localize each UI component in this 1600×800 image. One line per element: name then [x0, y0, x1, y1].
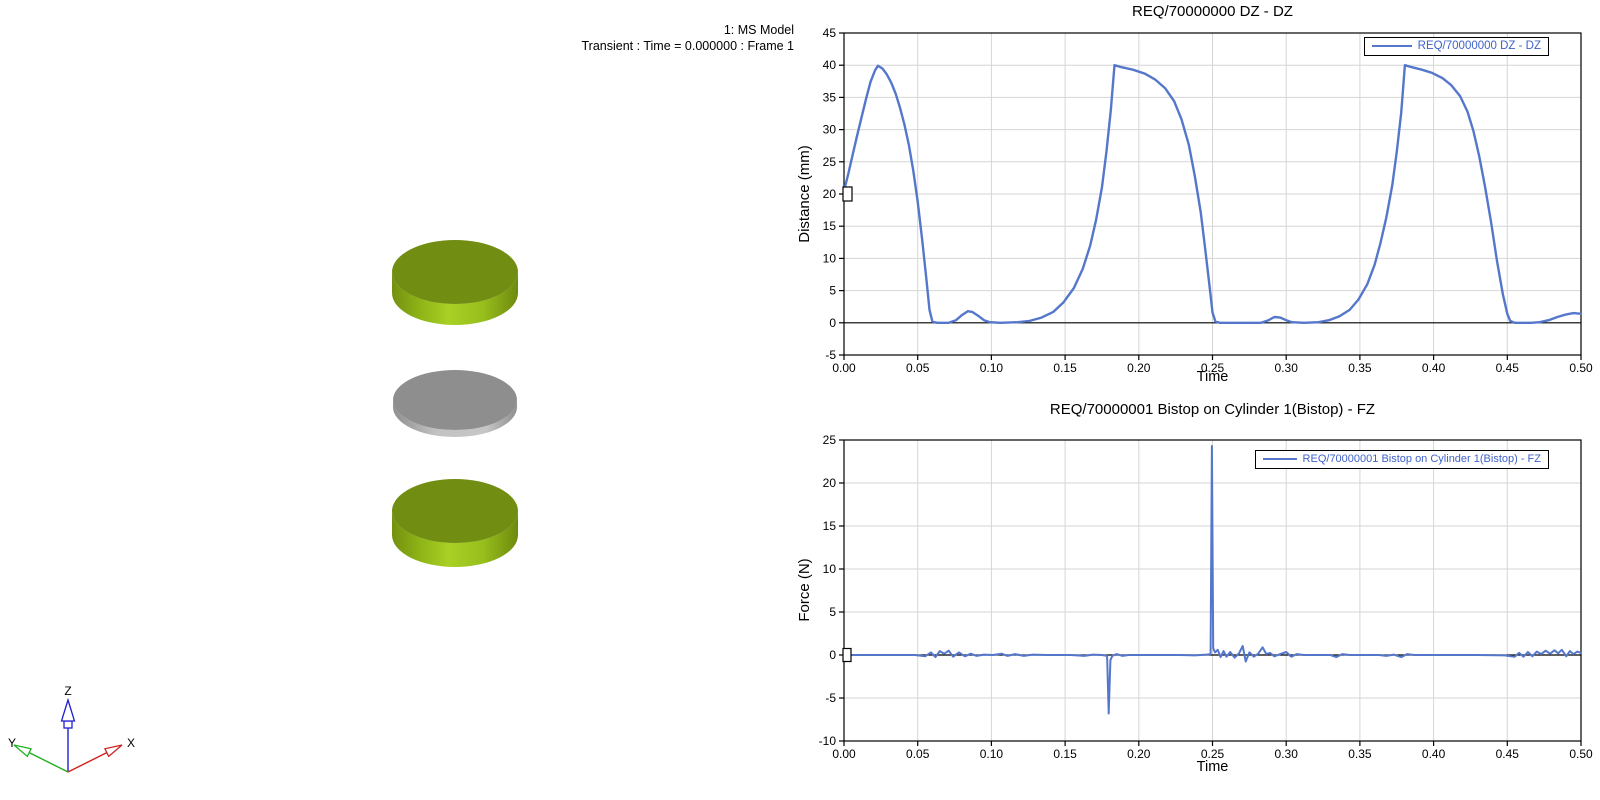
x-tick-label: 0.15: [1053, 747, 1077, 761]
y-tick-label: 15: [823, 219, 837, 233]
x-tick-label: 0.45: [1496, 747, 1520, 761]
x-tick-label: 0.30: [1275, 747, 1299, 761]
model-bodies: [392, 240, 518, 567]
x-axis-title: Time: [1196, 369, 1229, 385]
plot-area: 0.00 0.05 0.10 0.15 0.20 0.25 0.30 0.35 0.40 0.45…: [819, 433, 1593, 761]
distance-chart: REQ/70000000 DZ - DZ Distance (mm) Time …: [796, 0, 1600, 395]
y-tick-label: 10: [823, 562, 837, 576]
distance-plot-canvas[interactable]: 0.00 0.05 0.10 0.15 0.20 0.25 0.30 0.35 0.40 0.45…: [800, 0, 1600, 395]
y-tick-label: 10: [823, 251, 837, 265]
force-chart: REQ/70000001 Bistop on Cylinder 1(Bistop…: [796, 395, 1600, 800]
transient-status-label: Transient : Time = 0.000000 : Frame 1: [581, 39, 795, 53]
x-tick-label: 0.00: [832, 361, 856, 375]
y-tick-label: 45: [823, 26, 837, 40]
force-plot-canvas[interactable]: 0.00 0.05 0.10 0.15 0.20 0.25 0.30 0.35 0.40 0.45…: [800, 395, 1600, 800]
x-tick-label: 0.15: [1053, 361, 1077, 375]
x-tick-label: 0.25: [1201, 361, 1225, 375]
legend-line-sample: [1371, 44, 1412, 48]
model-name-label: 1: MS Model: [723, 23, 794, 37]
x-tick-label: 0.20: [1127, 747, 1151, 761]
y-tick-label: 0: [829, 648, 836, 662]
legend[interactable]: REQ/70000001 Bistop on Cylinder 1(Bistop…: [1254, 450, 1549, 469]
x-tick-label: 0.25: [1201, 747, 1225, 761]
legend[interactable]: REQ/70000000 DZ - DZ: [1363, 37, 1549, 56]
x-tick-label: 0.50: [1569, 361, 1593, 375]
x-tick-label: 0.40: [1422, 361, 1446, 375]
model-annotation: 1: MS Model Transient : Time = 0.000000 …: [582, 22, 795, 54]
x-tick-label: 0.20: [1127, 361, 1151, 375]
orientation-triad: Z X Y: [8, 684, 135, 773]
y-axis-label: Y: [8, 736, 16, 750]
y-tick-label: 35: [823, 90, 837, 104]
plot-border: [843, 439, 1582, 742]
z-axis-label: Z: [64, 684, 71, 698]
plot-area: 0.00 0.05 0.10 0.15 0.20 0.25 0.30 0.35 0.40 0.45…: [823, 26, 1593, 375]
y-tick-label: -5: [825, 691, 836, 705]
chart-title: REQ/70000000 DZ - DZ: [1132, 3, 1293, 20]
x-tick-label: 0.10: [980, 747, 1004, 761]
plot-panel: REQ/70000000 DZ - DZ Distance (mm) Time …: [796, 0, 1600, 800]
x-tick-label: 0.05: [906, 361, 930, 375]
y-tick-label: 25: [823, 433, 837, 447]
x-axis-label: X: [127, 736, 135, 750]
data-curve[interactable]: [843, 445, 1582, 715]
x-tick-label: 0.35: [1348, 361, 1372, 375]
legend-line-sample: [1262, 457, 1297, 461]
start-marker: [842, 186, 853, 202]
start-marker: [842, 647, 852, 663]
x-tick-label: 0.50: [1569, 747, 1593, 761]
x-axis-arrow: X: [67, 736, 135, 773]
middle-disk[interactable]: [393, 370, 517, 437]
data-curve[interactable]: [842, 63, 1583, 324]
chart-title: REQ/70000001 Bistop on Cylinder 1(Bistop…: [1049, 401, 1376, 418]
x-tick-label: 0.10: [980, 361, 1004, 375]
y-tick-label: 30: [823, 123, 837, 137]
y-tick-label: 20: [823, 476, 837, 490]
x-tick-label: 0.35: [1348, 747, 1372, 761]
y-tick-label: -10: [819, 734, 837, 748]
x-tick-label: 0.45: [1496, 361, 1520, 375]
upper-cylinder[interactable]: [392, 240, 518, 325]
y-tick-label: 15: [823, 519, 837, 533]
y-tick-label: 0: [829, 316, 836, 330]
x-tick-label: 0.00: [832, 747, 856, 761]
x-tick-label: 0.30: [1275, 361, 1299, 375]
y-tick-label: 25: [823, 155, 837, 169]
legend-label: REQ/70000001 Bistop on Cylinder 1(Bistop…: [1302, 453, 1541, 465]
y-tick-label: 40: [823, 58, 837, 72]
y-tick-label: 20: [823, 187, 837, 201]
x-axis-title: Time: [1196, 759, 1229, 775]
lower-cylinder[interactable]: [392, 479, 518, 567]
y-tick-label: 5: [829, 605, 836, 619]
y-axis-arrow: Y: [8, 736, 69, 773]
z-axis-arrow: Z: [60, 684, 76, 772]
x-tick-label: 0.05: [906, 747, 930, 761]
legend-label: REQ/70000000 DZ - DZ: [1417, 40, 1541, 52]
model-viewport[interactable]: 1: MS Model Transient : Time = 0.000000 …: [0, 0, 800, 800]
y-tick-label: 5: [829, 284, 836, 298]
y-tick-label: -5: [825, 348, 836, 362]
x-tick-label: 0.40: [1422, 747, 1446, 761]
